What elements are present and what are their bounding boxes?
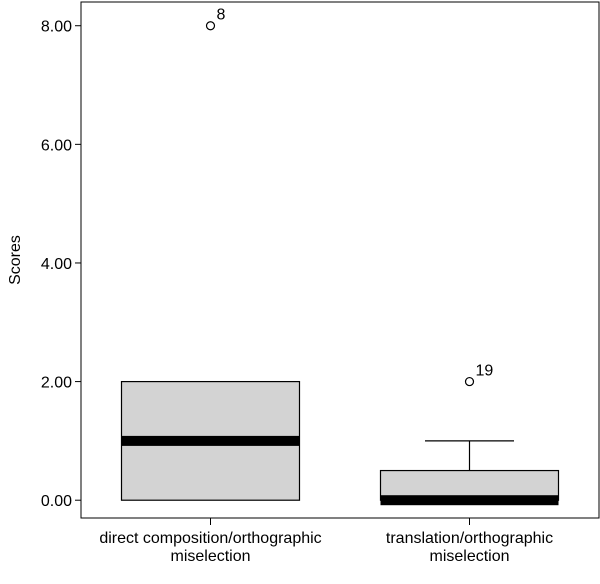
x-tick-label: miselection	[429, 548, 509, 565]
x-tick-label: direct composition/orthographic	[99, 530, 321, 547]
x-tick-label: miselection	[170, 548, 250, 565]
x-tick-label: translation/orthographic	[386, 530, 553, 547]
y-tick-label: 2.00	[41, 375, 72, 392]
y-tick-label: 4.00	[41, 256, 72, 273]
y-tick-label: 8.00	[41, 19, 72, 36]
y-axis: 0.00 2.00 4.00 6.00 8.00	[41, 19, 81, 510]
y-tick-label: 6.00	[41, 137, 72, 154]
boxes: 8 19	[120, 7, 560, 506]
median-line	[121, 435, 300, 446]
y-axis-label: Scores	[7, 235, 24, 285]
outlier-point	[464, 376, 475, 387]
median-line	[380, 495, 559, 506]
box-group: 8	[120, 7, 301, 501]
box-group: 19	[379, 363, 560, 506]
outlier-label: 19	[476, 363, 494, 380]
y-tick-label: 0.00	[41, 493, 72, 510]
x-axis: direct composition/orthographicmiselecti…	[99, 518, 553, 565]
outlier-point	[205, 21, 216, 31]
outlier-label: 8	[217, 7, 226, 24]
